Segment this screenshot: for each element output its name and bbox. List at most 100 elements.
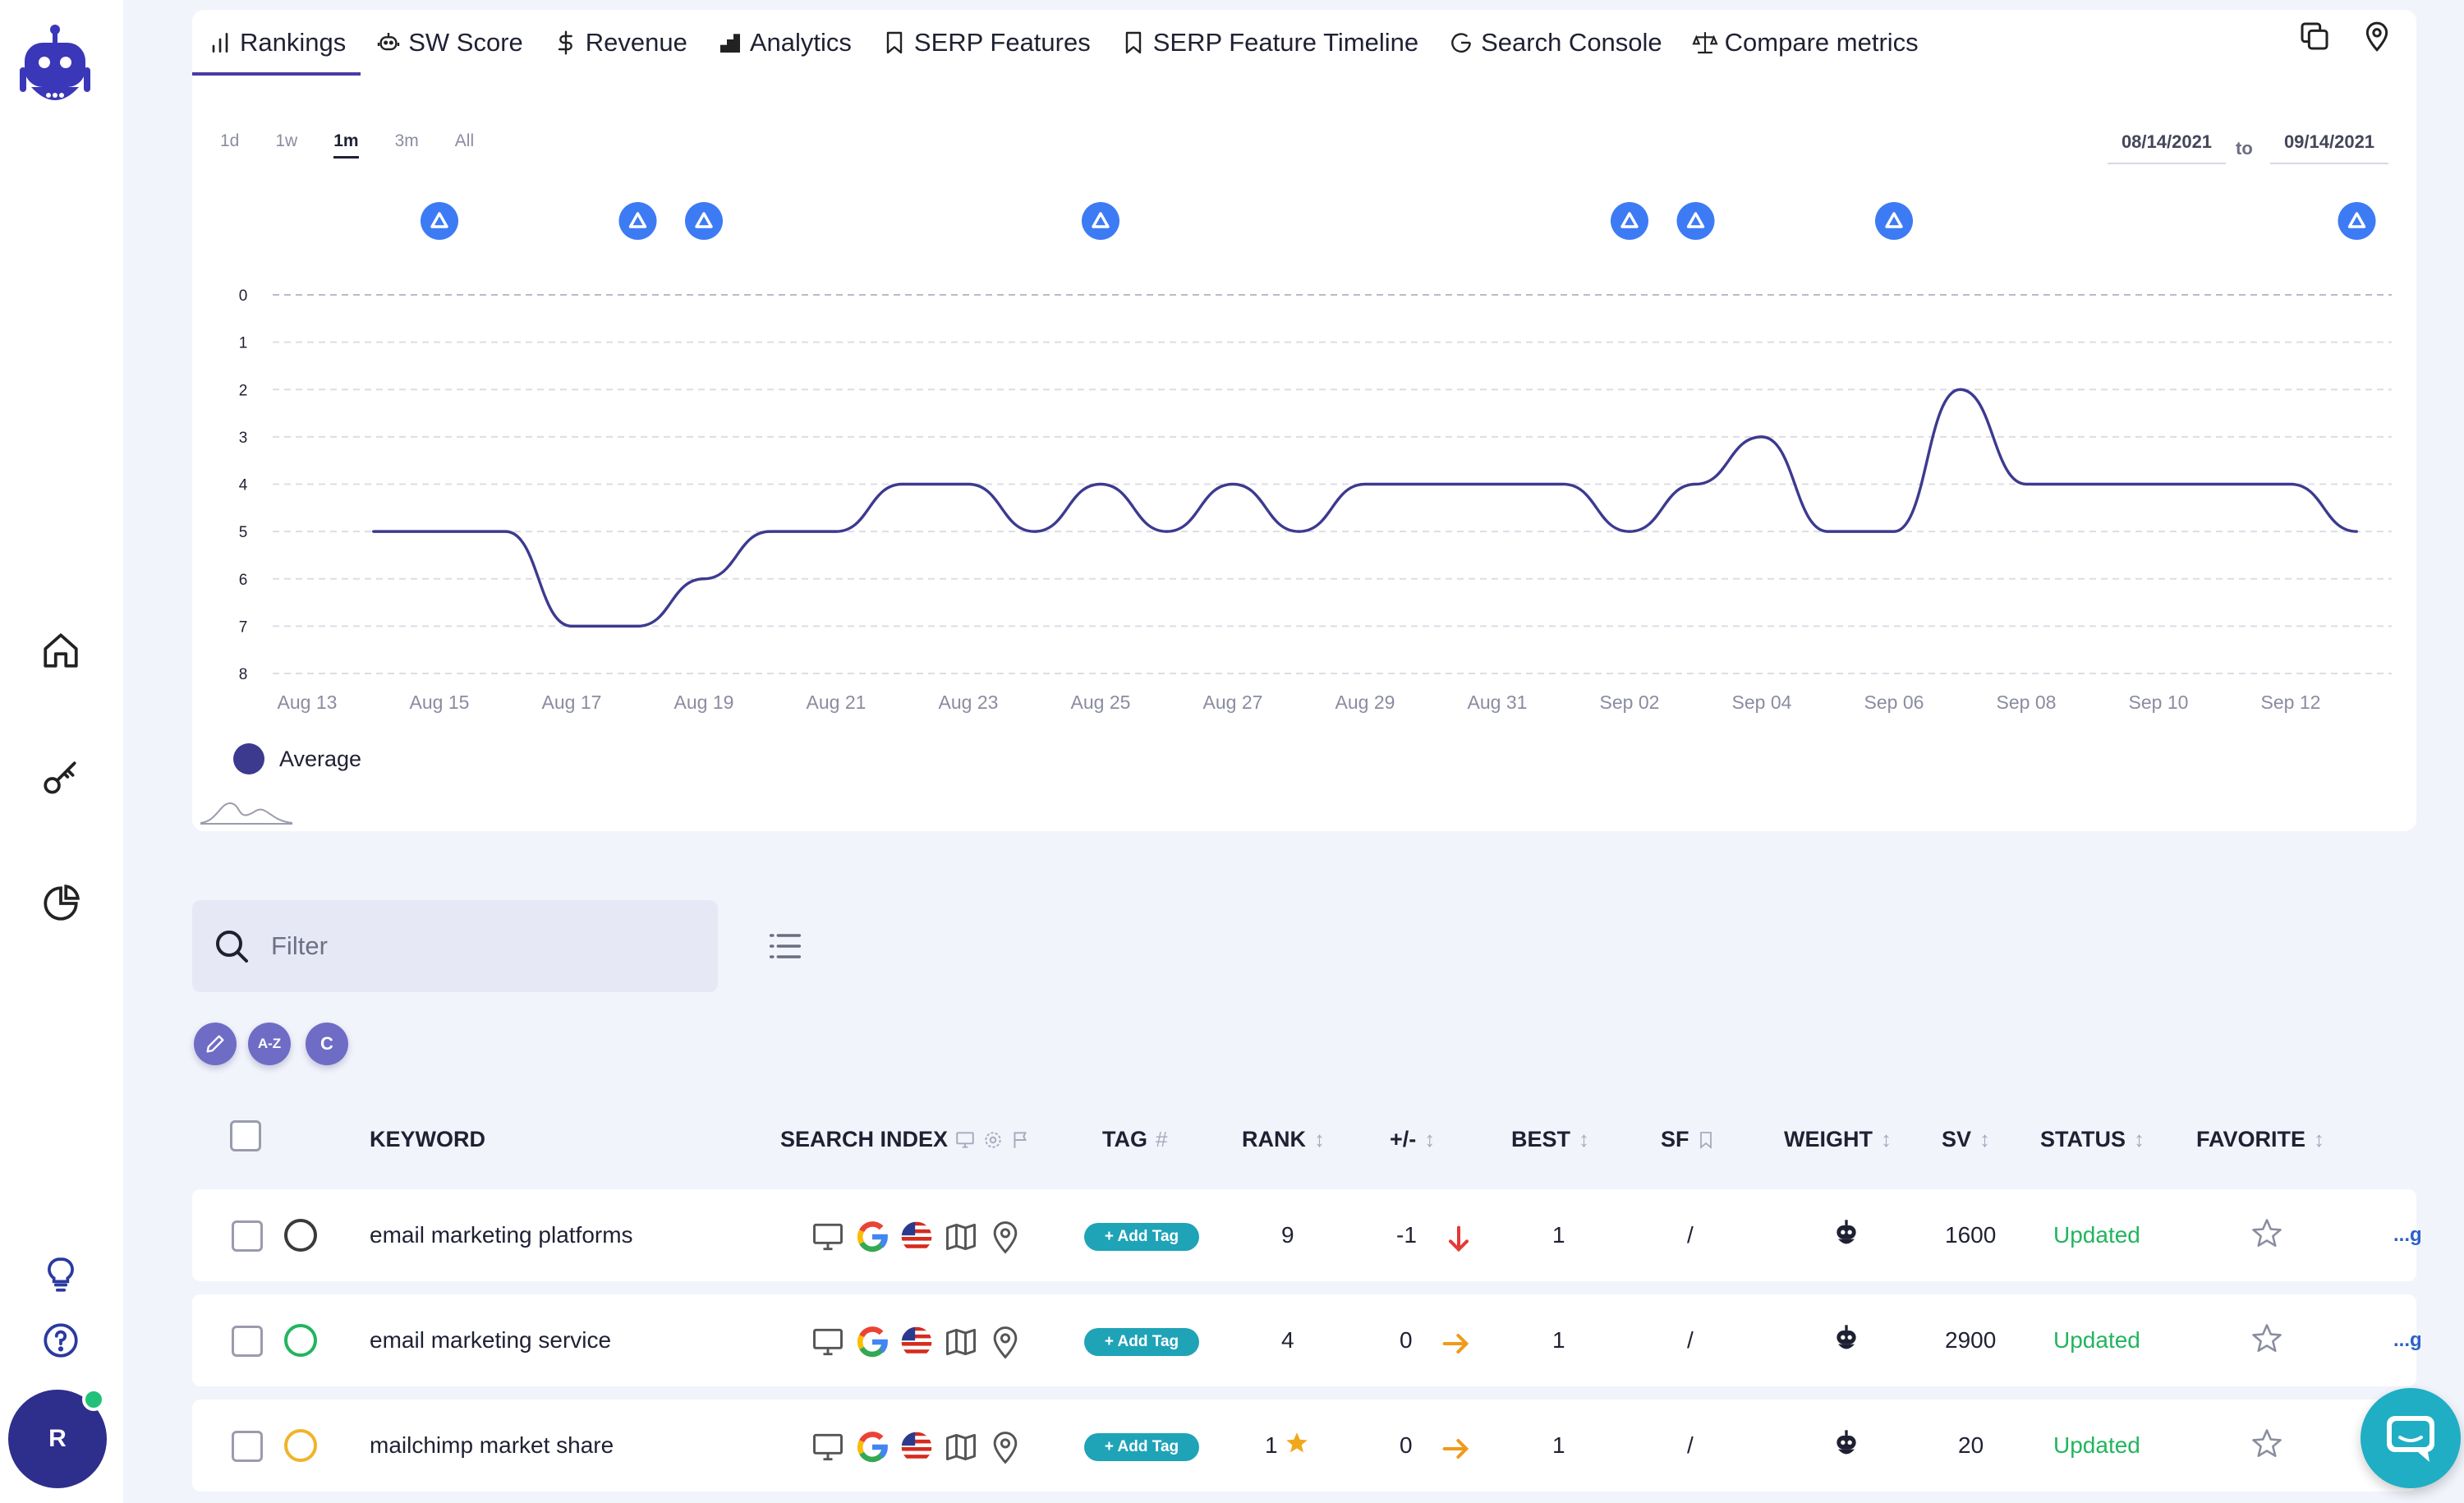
google-logo-icon	[857, 1221, 888, 1252]
sv-cell: 2900	[1945, 1327, 1997, 1353]
column-tag[interactable]: TAG #	[1102, 1127, 1167, 1152]
google-logo-icon	[857, 1432, 888, 1463]
help-icon[interactable]	[36, 1316, 85, 1365]
bookmark-icon	[1125, 31, 1141, 54]
column-weight[interactable]: WEIGHT ↕	[1784, 1127, 1892, 1152]
event-marker-icon[interactable]	[1082, 202, 1119, 240]
filter-input[interactable]	[271, 931, 682, 961]
keyword-cell[interactable]: email marketing service	[370, 1327, 612, 1353]
data-point	[1099, 483, 1102, 485]
column-best[interactable]: BEST ↕	[1511, 1127, 1589, 1152]
event-marker-icon[interactable]	[421, 202, 458, 240]
sort-az-button[interactable]: A-Z	[248, 1023, 291, 1065]
column-keyword[interactable]: KEYWORD	[370, 1127, 485, 1152]
data-point	[2289, 483, 2292, 485]
home-icon[interactable]	[36, 626, 85, 675]
column-status[interactable]: STATUS ↕	[2040, 1127, 2145, 1152]
change-cell: 0	[1400, 1432, 1413, 1458]
gear-icon	[985, 1131, 1001, 1148]
map-icon	[946, 1223, 976, 1251]
more-link[interactable]: ...g	[2393, 1224, 2422, 1246]
row-checkbox[interactable]	[232, 1326, 263, 1357]
column-label: RANK	[1242, 1127, 1306, 1151]
desktop-icon	[813, 1223, 843, 1251]
table-row[interactable]	[192, 1189, 2416, 1281]
edit-button[interactable]	[194, 1023, 237, 1065]
column-favorite[interactable]: FAVORITE ↕	[2196, 1127, 2324, 1152]
data-point	[1033, 530, 1036, 533]
rank-cell: 4	[1281, 1327, 1294, 1353]
column-rank[interactable]: RANK ↕	[1242, 1127, 1325, 1152]
more-link[interactable]: ...g	[2393, 1329, 2422, 1351]
event-marker-icon[interactable]	[685, 202, 723, 240]
filter-bar	[192, 900, 718, 992]
favorite-star-icon[interactable]	[2249, 1321, 2285, 1357]
pie-chart-icon[interactable]	[36, 879, 85, 928]
row-checkbox[interactable]	[232, 1431, 263, 1462]
c-button[interactable]: C	[306, 1023, 348, 1065]
event-marker-icon[interactable]	[1611, 202, 1648, 240]
sort-icon: ↕	[2314, 1127, 2325, 1151]
x-tick-label: Aug 27	[1203, 692, 1263, 713]
robot-weight-icon	[1837, 1220, 1856, 1244]
event-marker-icon[interactable]	[2338, 202, 2376, 240]
table-row[interactable]	[192, 1294, 2416, 1386]
range-1w[interactable]: 1w	[275, 131, 298, 150]
keyword-cell[interactable]: email marketing platforms	[370, 1222, 633, 1248]
tab-rankings[interactable]: Rankings	[192, 10, 361, 76]
arrow-right-icon	[1442, 1439, 1469, 1459]
x-tick-label: Aug 31	[1468, 692, 1528, 713]
column-change[interactable]: +/- ↕	[1390, 1127, 1435, 1152]
data-point	[438, 530, 441, 533]
location-pin-icon[interactable]	[2361, 20, 2398, 57]
pencil-icon	[206, 1035, 224, 1053]
column-sv[interactable]: SV ↕	[1942, 1127, 1990, 1152]
tab-revenue[interactable]: Revenue	[538, 10, 702, 76]
location-pin-icon	[993, 1432, 1018, 1464]
range-1m[interactable]: 1m	[333, 131, 359, 159]
tab-serp-features[interactable]: SERP Features	[867, 10, 1106, 76]
bookmark-icon	[886, 31, 903, 54]
legend-label: Average	[279, 746, 362, 771]
date-from-field[interactable]: 08/14/2021	[2108, 131, 2226, 164]
tab-analytics[interactable]: Analytics	[702, 10, 867, 76]
event-marker-icon[interactable]	[1875, 202, 1913, 240]
rank-status-indicator	[284, 1324, 317, 1357]
select-all-checkbox[interactable]	[230, 1120, 261, 1151]
tab-search-console[interactable]: Search Console	[1433, 10, 1677, 76]
search-index-icons	[810, 1429, 1023, 1465]
tab-sw-score[interactable]: SW Score	[361, 10, 538, 76]
x-tick-label: Aug 29	[1335, 692, 1395, 713]
add-tag-button[interactable]: + Add Tag	[1084, 1433, 1199, 1461]
chat-button[interactable]	[2361, 1388, 2461, 1488]
tab-serp-feature-timeline[interactable]: SERP Feature Timeline	[1106, 10, 1433, 76]
chat-bubble-icon	[2387, 1416, 2434, 1462]
range-1d[interactable]: 1d	[220, 131, 240, 150]
keyword-cell[interactable]: mailchimp market share	[370, 1432, 614, 1458]
range-3m[interactable]: 3m	[394, 131, 419, 150]
copy-icon[interactable]	[2298, 20, 2336, 57]
robot-logo-icon[interactable]	[20, 23, 90, 113]
google-logo-icon	[857, 1326, 888, 1358]
key-icon[interactable]	[36, 754, 85, 803]
row-checkbox[interactable]	[232, 1220, 263, 1252]
add-tag-button[interactable]: + Add Tag	[1084, 1328, 1199, 1356]
table-row[interactable]	[192, 1400, 2416, 1492]
list-view-icon[interactable]	[764, 925, 807, 968]
y-tick-label: 6	[239, 572, 248, 589]
data-point	[967, 483, 970, 485]
chart-legend[interactable]: Average	[233, 743, 361, 774]
status-cell: Updated	[2053, 1327, 2140, 1353]
favorite-star-icon[interactable]	[2249, 1426, 2285, 1462]
lightbulb-icon[interactable]	[36, 1250, 85, 1299]
date-to-field[interactable]: 09/14/2021	[2270, 131, 2388, 164]
tab-compare-metrics[interactable]: Compare metrics	[1677, 10, 1933, 76]
add-tag-button[interactable]: + Add Tag	[1084, 1223, 1199, 1251]
favorite-star-icon[interactable]	[2249, 1216, 2285, 1252]
range-all[interactable]: All	[454, 131, 475, 150]
legend-swatch	[233, 743, 264, 774]
event-marker-icon[interactable]	[618, 202, 657, 240]
column-sf[interactable]: SF	[1661, 1127, 1716, 1152]
event-marker-icon[interactable]	[1676, 202, 1715, 240]
column-search-index[interactable]: SEARCH INDEX	[780, 1127, 1032, 1152]
